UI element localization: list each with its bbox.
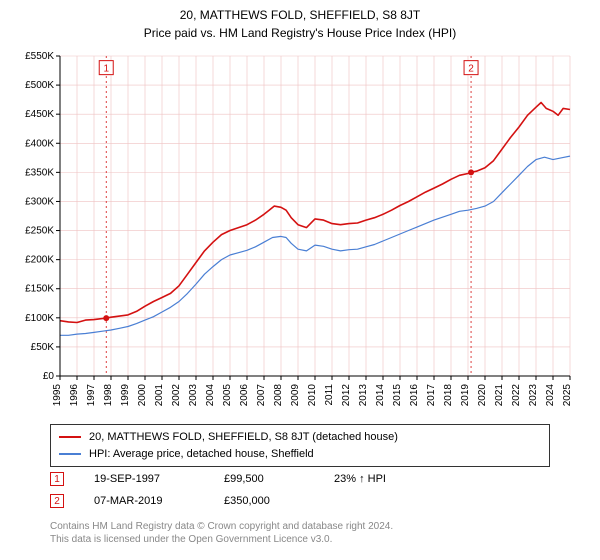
svg-text:2002: 2002 (171, 384, 182, 407)
svg-text:2023: 2023 (528, 384, 539, 407)
svg-text:2017: 2017 (426, 384, 437, 407)
svg-text:2022: 2022 (511, 384, 522, 407)
svg-text:2001: 2001 (154, 384, 165, 407)
legend-swatch-property (59, 436, 81, 438)
sale-row-2: 2 07-MAR-2019 £350,000 (50, 490, 550, 512)
sale-marker-2: 2 (50, 494, 64, 508)
legend-swatch-hpi (59, 453, 81, 455)
attribution-text: Contains HM Land Registry data © Crown c… (50, 520, 580, 546)
svg-text:2013: 2013 (358, 384, 369, 407)
chart-subtitle: Price paid vs. HM Land Registry's House … (0, 22, 600, 44)
svg-text:2020: 2020 (477, 384, 488, 407)
chart-title-address: 20, MATTHEWS FOLD, SHEFFIELD, S8 8JT (0, 0, 600, 22)
svg-text:£50K: £50K (31, 342, 55, 353)
sale-date-2: 07-MAR-2019 (94, 495, 194, 507)
svg-text:2014: 2014 (375, 384, 386, 407)
svg-text:2: 2 (468, 64, 474, 75)
svg-text:2005: 2005 (222, 384, 233, 407)
svg-text:£0: £0 (43, 371, 55, 382)
sale-row-1: 1 19-SEP-1997 £99,500 23% ↑ HPI (50, 468, 550, 490)
svg-text:£150K: £150K (25, 284, 54, 295)
svg-text:2008: 2008 (273, 384, 284, 407)
svg-text:2018: 2018 (443, 384, 454, 407)
svg-text:2003: 2003 (188, 384, 199, 407)
sale-date-1: 19-SEP-1997 (94, 473, 194, 485)
svg-text:2015: 2015 (392, 384, 403, 407)
legend-item-property: 20, MATTHEWS FOLD, SHEFFIELD, S8 8JT (de… (59, 429, 541, 446)
legend-label-property: 20, MATTHEWS FOLD, SHEFFIELD, S8 8JT (de… (89, 429, 398, 446)
svg-text:1995: 1995 (52, 384, 63, 407)
svg-text:2012: 2012 (341, 384, 352, 407)
sale-price-2: £350,000 (224, 495, 304, 507)
chart-area: 1 2 £0 £50K £100K £150K £200K £250K £300K £350K £4… (10, 46, 590, 416)
sale-marker-1: 1 (50, 472, 64, 486)
svg-text:2024: 2024 (545, 384, 556, 407)
svg-text:£400K: £400K (25, 138, 54, 149)
svg-text:2010: 2010 (307, 384, 318, 407)
line-chart-svg: 1 2 £0 £50K £100K £150K £200K £250K £300K £350K £4… (10, 46, 590, 416)
svg-text:1996: 1996 (69, 384, 80, 407)
svg-text:1998: 1998 (103, 384, 114, 407)
svg-text:£550K: £550K (25, 51, 54, 62)
svg-text:2000: 2000 (137, 384, 148, 407)
svg-text:2011: 2011 (324, 384, 335, 406)
legend-label-hpi: HPI: Average price, detached house, Shef… (89, 446, 314, 463)
svg-text:1999: 1999 (120, 384, 131, 407)
svg-text:£500K: £500K (25, 80, 54, 91)
sale-hpi-1: 23% ↑ HPI (334, 473, 414, 485)
svg-text:2019: 2019 (460, 384, 471, 407)
svg-text:2016: 2016 (409, 384, 420, 407)
svg-text:2021: 2021 (494, 384, 505, 407)
svg-text:2009: 2009 (290, 384, 301, 407)
legend-box: 20, MATTHEWS FOLD, SHEFFIELD, S8 8JT (de… (50, 424, 550, 467)
svg-text:2007: 2007 (256, 384, 267, 407)
svg-text:2004: 2004 (205, 384, 216, 407)
svg-text:£200K: £200K (25, 255, 54, 266)
svg-text:£350K: £350K (25, 167, 54, 178)
svg-text:2006: 2006 (239, 384, 250, 407)
svg-text:£100K: £100K (25, 313, 54, 324)
svg-text:£300K: £300K (25, 196, 54, 207)
attribution-line2: This data is licensed under the Open Gov… (50, 534, 332, 545)
svg-text:1: 1 (103, 64, 109, 75)
svg-text:1997: 1997 (86, 384, 97, 407)
attribution-line1: Contains HM Land Registry data © Crown c… (50, 521, 393, 532)
sale-price-1: £99,500 (224, 473, 304, 485)
svg-text:£250K: £250K (25, 226, 54, 237)
svg-text:2025: 2025 (562, 384, 573, 407)
legend-item-hpi: HPI: Average price, detached house, Shef… (59, 446, 541, 463)
sale-points-list: 1 19-SEP-1997 £99,500 23% ↑ HPI 2 07-MAR… (50, 468, 550, 512)
svg-text:£450K: £450K (25, 109, 54, 120)
